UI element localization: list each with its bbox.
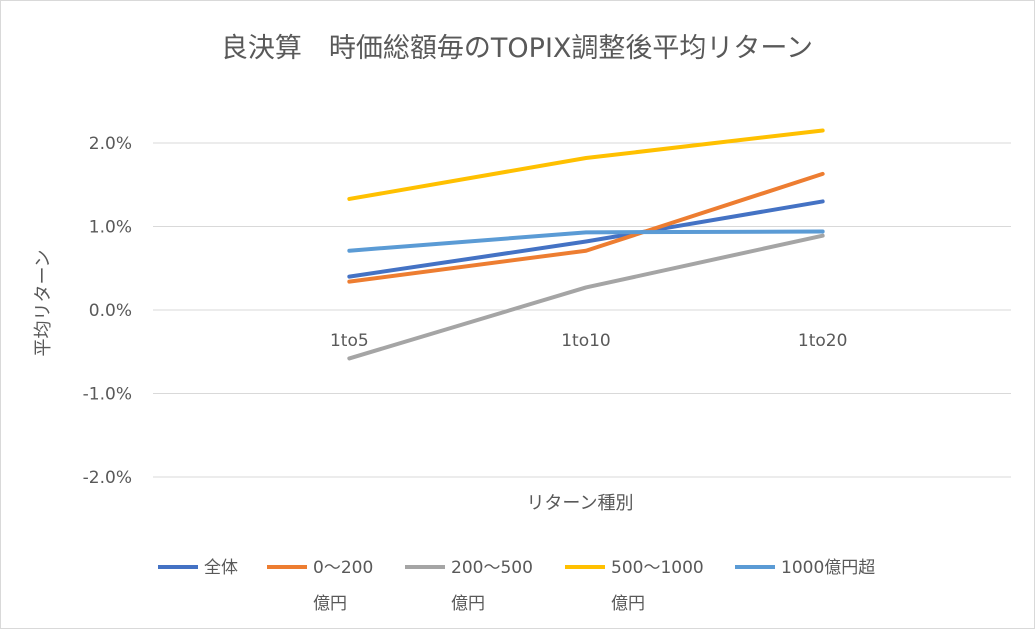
legend-label: 500〜1000 億円 [611, 558, 704, 614]
legend-label: 0〜200 億円 [313, 558, 373, 614]
x-tick-label: 1to5 [330, 331, 369, 351]
x-tick-label: 1to10 [561, 331, 611, 351]
series-line [347, 233, 825, 361]
series-line [347, 171, 825, 284]
chart-title: 良決算 時価総額毎のTOPIX調整後平均リターン [221, 33, 813, 64]
series-line [347, 229, 825, 253]
legend: 全体 0〜200 億円 200〜500 億円 500〜1000 億円 1000億円超 [158, 558, 875, 614]
y-tick-label: 2.0% [89, 134, 132, 154]
x-tick-labels: 1to5 1to10 1to20 [330, 331, 847, 351]
legend-label: 1000億円超 [781, 558, 875, 578]
series-line [347, 199, 825, 279]
series-line [347, 128, 825, 201]
x-axis-title: リターン種別 [526, 493, 633, 514]
y-tick-label: 1.0% [89, 218, 132, 238]
legend-label: 200〜500 億円 [451, 558, 533, 614]
legend-label: 全体 [204, 558, 238, 578]
y-tick-label: -1.0% [83, 385, 132, 405]
y-axis-title: 平均リターン [33, 249, 54, 356]
y-tick-label: -2.0% [83, 468, 132, 488]
x-tick-label: 1to20 [798, 331, 848, 351]
gridlines [153, 142, 1011, 478]
y-tick-labels: 2.0% 1.0% 0.0% -1.0% -2.0% [83, 134, 132, 488]
series-lines [347, 128, 825, 361]
y-tick-label: 0.0% [89, 301, 132, 321]
